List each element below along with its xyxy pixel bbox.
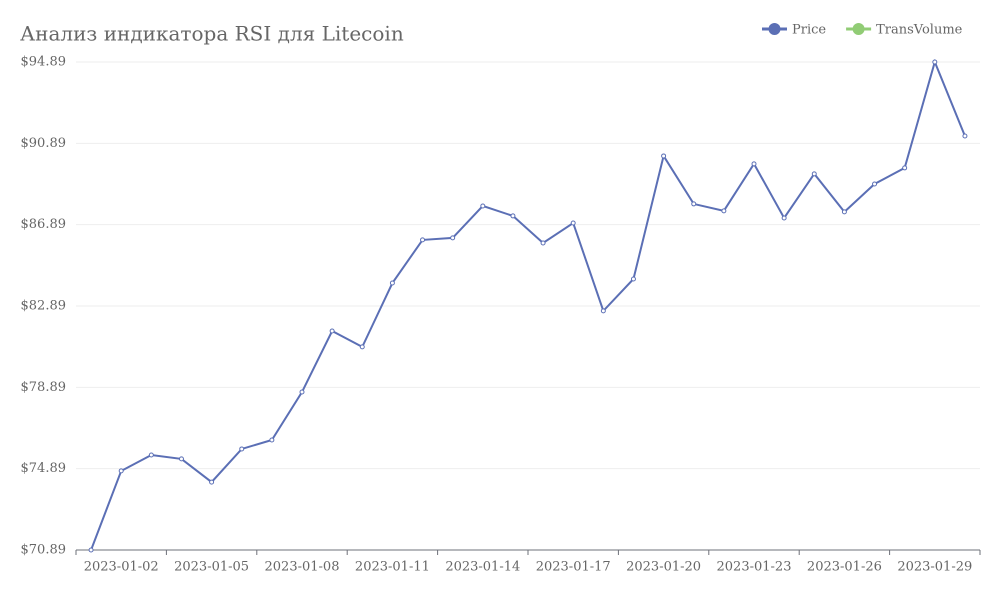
point — [751, 161, 757, 167]
point — [661, 153, 667, 159]
x-tick-label: 2023-01-14 — [445, 560, 520, 575]
point — [841, 209, 847, 215]
y-tick-label: $94.89 — [21, 55, 67, 70]
legend-item: TransVolume — [846, 23, 963, 38]
chart-title: Анализ индикатора RSI для Litecoin — [20, 22, 404, 46]
point — [811, 171, 817, 177]
legend-label: TransVolume — [876, 23, 963, 38]
point — [88, 547, 94, 553]
point — [329, 328, 335, 334]
x-tick-label: 2023-01-23 — [717, 560, 792, 575]
point — [872, 181, 878, 187]
point — [510, 213, 516, 219]
point — [178, 456, 184, 462]
point — [691, 201, 697, 207]
y-tick-label: $78.89 — [21, 380, 67, 395]
x-tick-label: 2023-01-08 — [265, 560, 340, 575]
price-line — [90, 58, 966, 551]
point — [450, 235, 456, 241]
point — [389, 280, 395, 286]
legend-dot — [852, 23, 865, 35]
y-tick-label: $86.89 — [21, 217, 67, 232]
point — [630, 276, 636, 282]
point — [902, 165, 908, 171]
point — [239, 446, 245, 452]
point — [359, 344, 365, 350]
legend-label: Price — [792, 23, 826, 38]
legend-item: Price — [762, 23, 826, 38]
x-tick-label: 2023-01-29 — [897, 560, 972, 575]
x-tick-label: 2023-01-05 — [174, 560, 249, 575]
point — [932, 59, 938, 65]
point — [480, 203, 486, 209]
point — [209, 479, 215, 485]
point — [299, 389, 305, 395]
point — [269, 437, 275, 443]
point — [570, 220, 576, 226]
y-tick-label: $82.89 — [21, 299, 67, 314]
x-tick-label: 2023-01-20 — [626, 560, 701, 575]
y-tick-label: $74.89 — [21, 461, 67, 476]
x-tick-label: 2023-01-02 — [84, 560, 159, 575]
point — [781, 215, 787, 221]
x-tick-label: 2023-01-11 — [355, 560, 430, 575]
point — [721, 208, 727, 214]
x-tick-label: 2023-01-26 — [807, 560, 882, 575]
point — [118, 468, 124, 474]
point — [600, 308, 606, 314]
point — [540, 240, 546, 246]
point — [962, 133, 968, 139]
point — [148, 452, 154, 458]
legend-dot — [768, 23, 781, 35]
x-tick-label: 2023-01-17 — [536, 560, 611, 575]
y-tick-label: $70.89 — [21, 543, 67, 558]
y-tick-label: $90.89 — [21, 136, 67, 151]
point — [420, 237, 426, 243]
